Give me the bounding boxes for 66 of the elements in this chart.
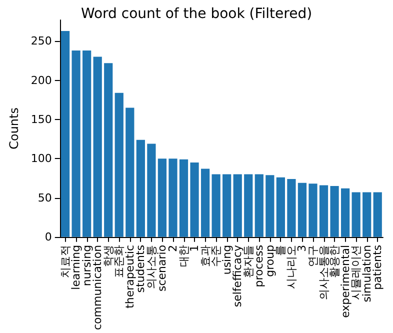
bar [104, 63, 113, 237]
x-tick-label: students [134, 244, 148, 293]
y-tick-label: 250 [30, 34, 52, 48]
y-tick-label: 100 [30, 152, 52, 166]
y-tick-label: 150 [30, 112, 52, 126]
x-tick-label: 1 [188, 244, 202, 252]
x-tick-label: 연구 [306, 244, 320, 267]
bar [254, 174, 264, 237]
x-tick-label: therapeutic [123, 244, 136, 308]
x-tick-label: group [263, 244, 276, 277]
x-tick-label: 3 [296, 244, 309, 252]
bar [60, 30, 70, 237]
x-tick-label: 의사소통 [144, 244, 158, 289]
x-tick-label: process [252, 244, 266, 288]
bar [233, 174, 242, 237]
x-tick-label: 2 [166, 244, 180, 252]
bar [136, 140, 145, 237]
bar [179, 159, 188, 237]
x-tick-label: learning [70, 244, 83, 290]
x-tick-label: 표준화 [112, 244, 126, 278]
bar [340, 188, 350, 237]
bar [244, 174, 253, 237]
bar [330, 186, 339, 237]
x-tick-label: experimental [338, 244, 352, 318]
y-tick-label: 50 [38, 191, 52, 204]
bar [114, 92, 124, 237]
x-tick-label: 치료적 [58, 244, 72, 278]
x-tick-label: selfefficacy [231, 244, 244, 308]
x-tick-label: 를 [274, 244, 288, 256]
bar [298, 182, 307, 237]
bar [158, 158, 167, 237]
bar [168, 158, 178, 237]
x-tick-label: 효과 [198, 244, 212, 267]
bar [82, 50, 92, 237]
bar [93, 56, 102, 237]
bar [319, 185, 328, 237]
x-tick-label: using [220, 244, 234, 275]
chart-title: Word count of the book (Filtered) [80, 6, 312, 22]
bar [72, 50, 80, 237]
bar [147, 144, 156, 237]
x-tick-label: patients [371, 244, 384, 290]
x-tick-label: 학생 [102, 244, 115, 267]
bar [190, 162, 199, 237]
x-tick-label: 활용한 [328, 244, 342, 278]
bar [126, 108, 134, 237]
bar [352, 192, 360, 237]
x-tick-label: 시뮬레이션 [350, 244, 363, 300]
bar [276, 177, 285, 237]
x-tick-label: 수준 [210, 244, 223, 267]
x-tick-label: 대한 [177, 244, 190, 267]
x-tick-label: scenario [156, 244, 169, 292]
x-tick-label: simulation [360, 244, 374, 302]
bar [308, 184, 318, 237]
y-axis-title: Counts [7, 108, 21, 150]
y-tick-label: 0 [44, 230, 52, 244]
bar [266, 175, 274, 237]
bar [222, 174, 232, 237]
bar [212, 174, 220, 237]
bar [200, 168, 210, 237]
bar [287, 178, 296, 237]
x-tick-label: 시나리오 [284, 244, 298, 289]
bar [362, 192, 372, 237]
x-tick-label: 의사소통을 [317, 244, 330, 300]
x-tick-label: communication [91, 244, 104, 330]
bar [373, 192, 382, 237]
y-tick-label: 200 [30, 74, 52, 87]
